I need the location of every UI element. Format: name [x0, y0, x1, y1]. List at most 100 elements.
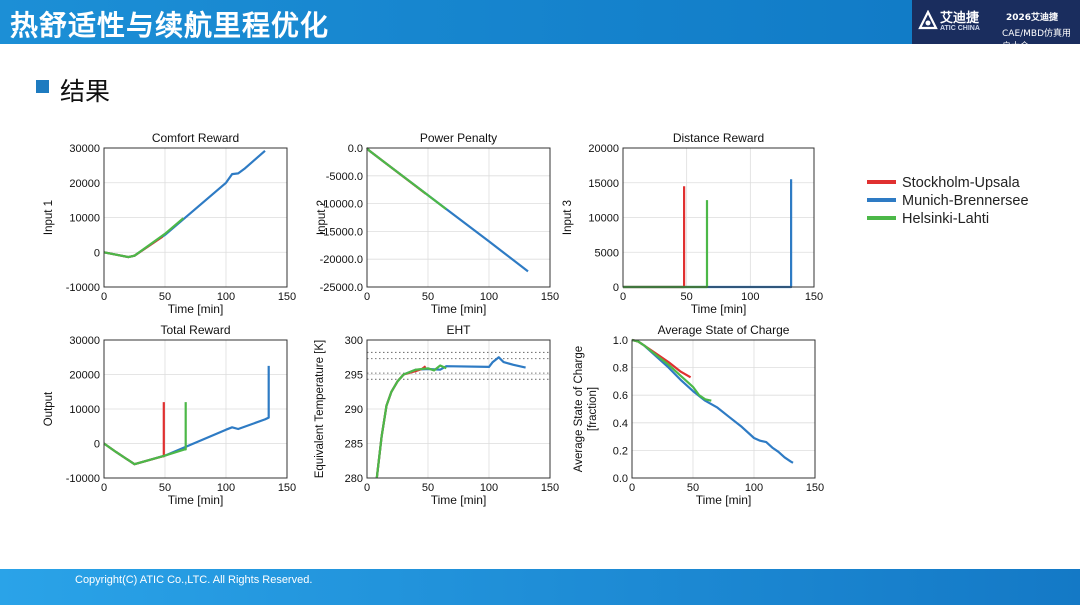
y-tick-label: 0.4: [613, 418, 628, 430]
conference-name: CAE/MBD仿真用户大会: [1002, 29, 1072, 52]
series-line-helsinki-lahti: [631, 338, 712, 402]
plot-border: [103, 147, 288, 288]
logo-name-en: ATIC CHINA: [940, 25, 980, 32]
y-tick-label: 0.6: [613, 390, 628, 402]
conference-year: 2026艾迪捷: [1006, 13, 1059, 23]
series-line-stockholm-upsala: [366, 147, 427, 195]
section-title: 结果: [60, 77, 111, 106]
x-tick-label: 150: [278, 482, 296, 494]
y-tick-label: 300: [345, 335, 363, 347]
y-tick-label: 30000: [69, 143, 100, 155]
x-axis-label: Time [min]: [168, 493, 224, 507]
x-tick-label: 50: [687, 482, 699, 494]
series-line-helsinki-lahti: [103, 402, 187, 466]
y-tick-label: 5000: [595, 247, 619, 259]
x-axis-label: Time [min]: [431, 302, 487, 316]
y-tick-label: 20000: [588, 143, 619, 155]
x-tick-label: 100: [480, 482, 498, 494]
x-tick-label: 50: [422, 482, 434, 494]
y-axis-label: Input 3: [562, 200, 574, 235]
plot-border: [366, 339, 551, 479]
x-tick-label: 0: [364, 482, 370, 494]
series-line-helsinki-lahti: [103, 217, 185, 259]
y-tick-label: 15000: [588, 178, 619, 190]
chart-title: Distance Reward: [673, 131, 764, 145]
plot-frame: [622, 147, 815, 288]
x-tick-label: 50: [681, 291, 693, 303]
y-tick-label: 0.0: [613, 473, 628, 485]
y-tick-label: -10000: [66, 282, 100, 294]
y-tick-label: -25000.0: [320, 282, 363, 294]
x-tick-label: 100: [745, 482, 763, 494]
plot-border: [366, 147, 551, 288]
series-line-helsinki-lahti: [623, 200, 709, 289]
legend-label: Munich-Brennersee: [902, 193, 1029, 209]
x-tick-label: 150: [805, 291, 823, 303]
chart-title: Comfort Reward: [152, 131, 239, 145]
y-tick-label: 20000: [69, 178, 100, 190]
x-tick-label: 100: [741, 291, 759, 303]
x-tick-label: 0: [364, 291, 370, 303]
series-line-munich-brennersee: [631, 338, 794, 464]
y-tick-label: -5000.0: [326, 171, 363, 183]
x-tick-label: 50: [159, 482, 171, 494]
x-tick-label: 100: [217, 482, 235, 494]
x-tick-label: 150: [541, 291, 559, 303]
y-axis-label: Equivalent Temperature [K]: [314, 340, 326, 479]
legend-label: Stockholm-Upsala: [902, 175, 1021, 191]
y-tick-label: 10000: [588, 213, 619, 225]
y-tick-label: 10000: [69, 213, 100, 225]
legend-label: Helsinki-Lahti: [902, 211, 989, 227]
y-tick-label: 295: [345, 370, 363, 382]
series-line-stockholm-upsala: [631, 338, 692, 379]
series-line-munich-brennersee: [623, 179, 793, 289]
x-tick-label: 150: [806, 482, 824, 494]
series-line-munich-brennersee: [375, 356, 526, 479]
atic-logo-icon: [918, 10, 938, 30]
y-tick-label: 0: [613, 282, 619, 294]
y-tick-label: 10000: [69, 404, 100, 416]
y-tick-label: 290: [345, 404, 363, 416]
y-tick-label: 0.2: [613, 445, 628, 457]
plot-border: [631, 339, 816, 479]
x-axis-label: Time [min]: [691, 302, 747, 316]
plot-border: [622, 147, 815, 288]
x-axis-label: Time [min]: [696, 493, 752, 507]
chart-title: Total Reward: [160, 323, 230, 337]
series-line-helsinki-lahti: [375, 364, 447, 479]
x-axis-label: Time [min]: [431, 493, 487, 507]
copyright-text: Copyright(C) ATIC Co.,LTC. All Rights Re…: [75, 574, 313, 586]
y-tick-label: -10000: [66, 473, 100, 485]
y-tick-label: 0: [94, 439, 100, 451]
series-line-helsinki-lahti: [366, 147, 447, 211]
x-tick-label: 150: [541, 482, 559, 494]
y-tick-label: -15000.0: [320, 226, 363, 238]
conference-logo: 艾迪捷 ATIC CHINA 2026艾迪捷 CAE/MBD仿真用户大会: [912, 0, 1080, 52]
x-axis-label: Time [min]: [168, 302, 224, 316]
x-tick-label: 0: [101, 291, 107, 303]
y-tick-label: 280: [345, 473, 363, 485]
y-tick-label: 0: [94, 247, 100, 259]
y-axis-label: Input 2: [316, 200, 328, 235]
y-axis-label: Output: [43, 391, 55, 426]
slide-title: 热舒适性与续航里程优化: [10, 9, 330, 42]
plot-frame: [631, 339, 816, 479]
series-line-munich-brennersee: [366, 147, 529, 273]
y-tick-label: 20000: [69, 370, 100, 382]
x-tick-label: 150: [278, 291, 296, 303]
series-line-stockholm-upsala: [623, 186, 686, 289]
y-axis-label-unit: [fraction]: [587, 387, 599, 431]
plot-border: [103, 339, 288, 479]
footer-bar: Copyright(C) ATIC Co.,LTC. All Rights Re…: [0, 569, 1080, 605]
y-axis-label: Average State of Charge: [573, 346, 585, 472]
logo-name: 艾迪捷: [940, 11, 980, 26]
series-line-stockholm-upsala: [103, 402, 165, 466]
plot-frame: [366, 339, 551, 479]
x-tick-label: 0: [629, 482, 635, 494]
y-tick-label: 1.0: [613, 335, 628, 347]
bullet-square-icon: [36, 80, 49, 93]
x-tick-label: 0: [620, 291, 626, 303]
y-tick-label: 30000: [69, 335, 100, 347]
y-tick-label: 0.8: [613, 363, 628, 375]
chart-title: Power Penalty: [420, 131, 497, 145]
